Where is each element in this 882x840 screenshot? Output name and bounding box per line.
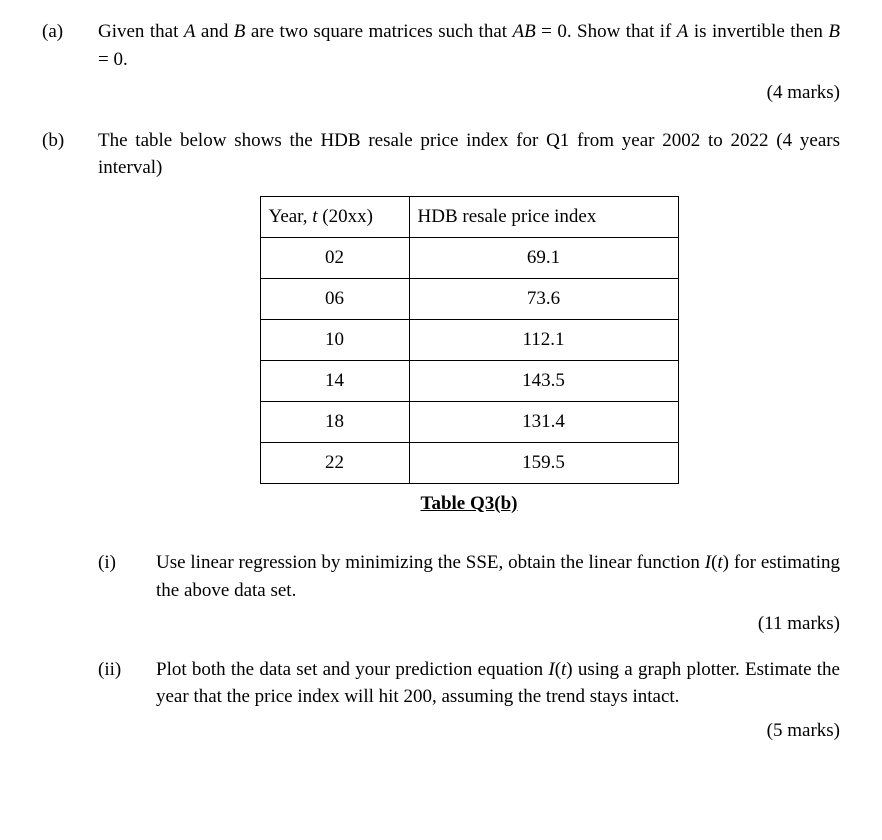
sub-i-label: (i)	[98, 549, 156, 652]
part-a: (a) Given that A and B are two square ma…	[42, 18, 840, 121]
cell-index: 143.5	[409, 360, 678, 401]
part-b-label: (b)	[42, 127, 98, 544]
part-a-body: Given that A and B are two square matric…	[98, 18, 840, 121]
sub-ii-marks: (5 marks)	[156, 717, 840, 745]
table-caption: Table Q3(b)	[98, 490, 840, 518]
part-b-intro: The table below shows the HDB resale pri…	[98, 130, 840, 179]
price-index-table: Year, t (20xx) HDB resale price index 02…	[260, 196, 679, 484]
table-row: 0673.6	[260, 278, 678, 319]
cell-year: 06	[260, 278, 409, 319]
table-wrapper: Year, t (20xx) HDB resale price index 02…	[98, 196, 840, 484]
text: . Show that if	[567, 21, 677, 42]
caption-text: Table Q3(b)	[421, 493, 518, 514]
part-b-i: (i) Use linear regression by minimizing …	[98, 549, 840, 652]
var-B2: B	[828, 21, 840, 42]
table-header-row: Year, t (20xx) HDB resale price index	[260, 196, 678, 237]
cell-year: 18	[260, 401, 409, 442]
sub-ii-body: Plot both the data set and your predicti…	[156, 656, 840, 759]
sub-i-body: Use linear regression by minimizing the …	[156, 549, 840, 652]
sub-i-marks: (11 marks)	[156, 610, 840, 638]
text: are two square matrices such that	[245, 21, 512, 42]
table-row: 0269.1	[260, 237, 678, 278]
part-b: (b) The table below shows the HDB resale…	[42, 127, 840, 544]
text: and	[195, 21, 233, 42]
header-year: Year, t (20xx)	[260, 196, 409, 237]
table-row: 10112.1	[260, 319, 678, 360]
part-b-ii: (ii) Plot both the data set and your pre…	[98, 656, 840, 759]
eq-lhs: AB	[513, 21, 536, 42]
exam-page: (a) Given that A and B are two square ma…	[0, 0, 882, 783]
part-a-marks: (4 marks)	[98, 79, 840, 107]
cell-year: 10	[260, 319, 409, 360]
header-index: HDB resale price index	[409, 196, 678, 237]
cell-year: 14	[260, 360, 409, 401]
cell-index: 73.6	[409, 278, 678, 319]
cell-index: 69.1	[409, 237, 678, 278]
text: Use linear regression by minimizing the …	[156, 552, 705, 573]
cell-index: 112.1	[409, 319, 678, 360]
eq-rhs: = 0	[536, 21, 567, 42]
cell-index: 131.4	[409, 401, 678, 442]
hdr-year-suffix: (20xx)	[318, 206, 373, 227]
sub-ii-label: (ii)	[98, 656, 156, 759]
cell-index: 159.5	[409, 442, 678, 483]
table-row: 18131.4	[260, 401, 678, 442]
var-B: B	[234, 21, 246, 42]
var-A2: A	[677, 21, 689, 42]
var-A: A	[184, 21, 196, 42]
cell-year: 02	[260, 237, 409, 278]
hdr-year-prefix: Year,	[269, 206, 313, 227]
text: Given that	[98, 21, 184, 42]
text: is invertible then	[688, 21, 828, 42]
table-row: 22159.5	[260, 442, 678, 483]
table-row: 14143.5	[260, 360, 678, 401]
text: Plot both the data set and your predicti…	[156, 659, 548, 680]
part-a-label: (a)	[42, 18, 98, 121]
cell-year: 22	[260, 442, 409, 483]
part-b-body: The table below shows the HDB resale pri…	[98, 127, 840, 544]
eq2: = 0.	[98, 49, 128, 70]
